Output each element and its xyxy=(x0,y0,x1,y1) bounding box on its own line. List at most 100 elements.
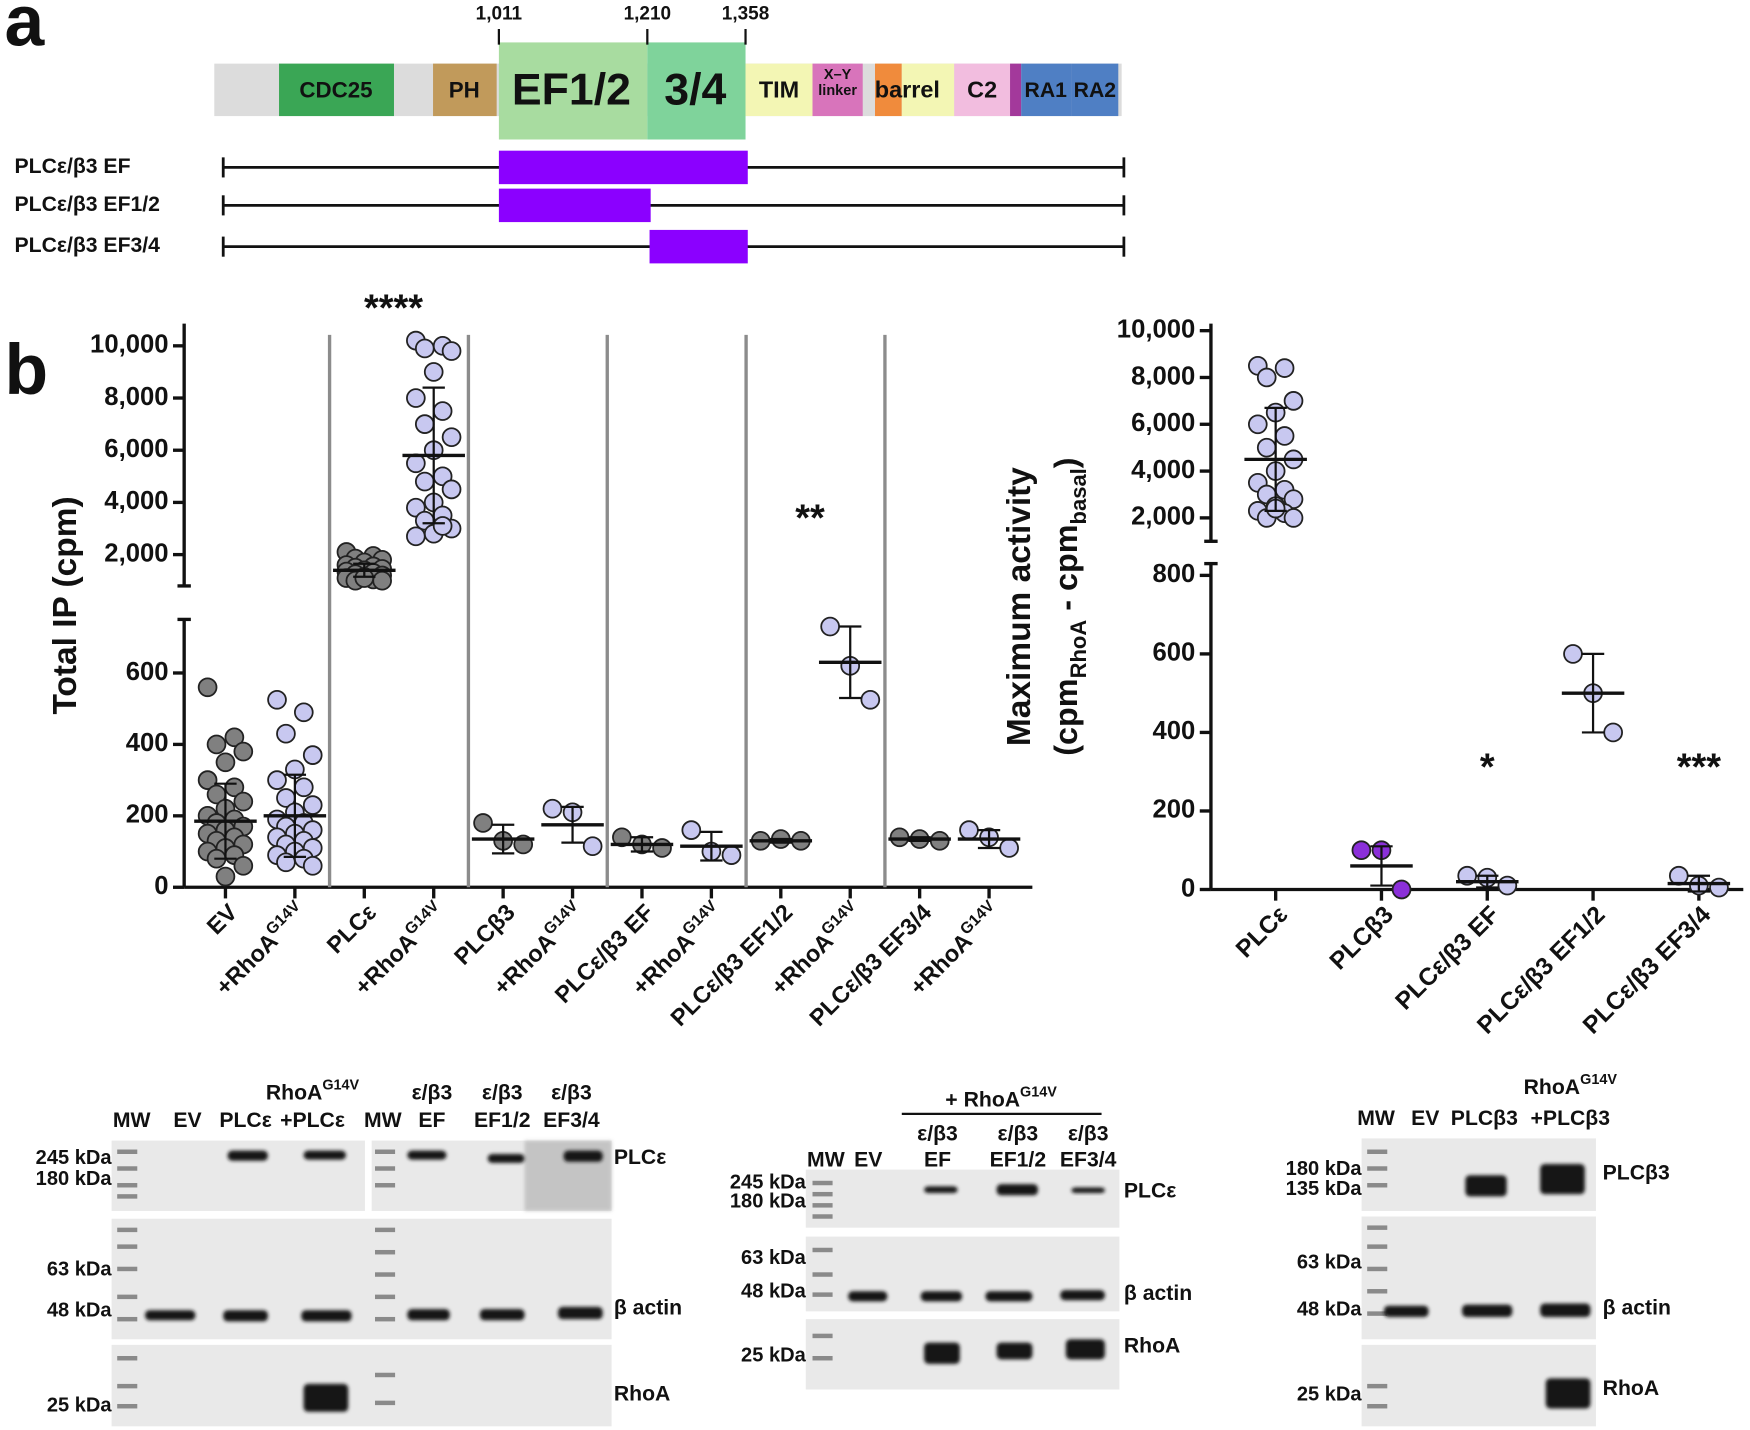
data-point xyxy=(372,570,392,591)
data-point xyxy=(652,838,672,858)
band xyxy=(996,1342,1033,1360)
data-point xyxy=(233,741,254,762)
blot-panel xyxy=(805,1169,1120,1228)
x-tick-text: PLCε/β3 EF xyxy=(1391,902,1505,1016)
domain xyxy=(954,63,1011,117)
lane-label-text: RhoA xyxy=(266,1081,323,1104)
data-point xyxy=(1274,358,1295,378)
significance: ** xyxy=(795,498,825,540)
lane-label: MW xyxy=(113,1109,151,1132)
ladder-band xyxy=(1367,1183,1388,1188)
ladder-band xyxy=(1367,1149,1388,1154)
band xyxy=(558,1306,603,1320)
domain-label: 3/4 xyxy=(664,65,726,114)
data-point xyxy=(302,856,323,876)
data-point xyxy=(215,866,236,887)
data-point xyxy=(681,820,702,840)
band xyxy=(303,1150,346,1160)
y-axis-label: Maximum activity xyxy=(1001,467,1038,746)
data-point xyxy=(1256,437,1277,458)
ladder-band xyxy=(812,1203,833,1208)
ladder-band xyxy=(117,1356,138,1361)
lane-label: EF1/2 xyxy=(474,1109,531,1132)
data-point xyxy=(1391,879,1412,900)
panel-label: a xyxy=(4,0,45,62)
domain-label: C2 xyxy=(967,77,997,103)
data-point xyxy=(1709,877,1729,898)
lane-label: EV xyxy=(173,1109,201,1132)
x-tick-sup: G14V xyxy=(263,897,304,938)
band xyxy=(1060,1290,1105,1301)
data-point xyxy=(860,689,881,710)
band xyxy=(985,1291,1033,1302)
lane-label: PLCε xyxy=(219,1109,271,1132)
domain xyxy=(875,63,902,117)
data-point xyxy=(473,813,493,833)
y-tick-label: 0 xyxy=(1181,874,1195,902)
marker-label: 25 kDa xyxy=(47,1395,113,1417)
y-tick-label: 10,000 xyxy=(1117,315,1195,343)
protein-label: β actin xyxy=(614,1297,682,1320)
band xyxy=(145,1310,196,1321)
y-tick-label: 8,000 xyxy=(104,383,168,411)
band xyxy=(920,1291,963,1302)
lane-label-sup: G14V xyxy=(322,1078,359,1094)
domain xyxy=(812,63,863,117)
marker-label: 63 kDa xyxy=(1297,1252,1363,1274)
y-tick-label: 600 xyxy=(1152,639,1195,667)
x-tick-text: +RhoA xyxy=(350,928,422,1000)
panel-label: b xyxy=(4,330,48,410)
ladder-band xyxy=(117,1266,138,1272)
band xyxy=(563,1150,603,1162)
band xyxy=(407,1150,447,1160)
blot-panel xyxy=(111,1218,612,1340)
data-point xyxy=(406,526,426,547)
band xyxy=(479,1309,525,1321)
data-point xyxy=(1274,426,1295,446)
data-point xyxy=(999,838,1019,858)
data-point xyxy=(1351,840,1372,861)
data-point xyxy=(959,820,979,840)
domain xyxy=(1071,63,1119,117)
data-point xyxy=(414,338,435,359)
construct-swap xyxy=(498,188,651,223)
band xyxy=(301,1310,352,1322)
domain-label: TIM xyxy=(759,77,799,103)
marker-label: 63 kDa xyxy=(47,1258,113,1280)
ladder-band xyxy=(812,1247,833,1253)
data-point xyxy=(406,388,426,408)
marker-label: 245 kDa xyxy=(36,1147,113,1169)
domain-label: RA1 xyxy=(1025,79,1068,102)
y-axis-label-2: (cpmRhoA - cpmbasal) xyxy=(1048,457,1092,755)
band xyxy=(487,1153,525,1163)
x-tick-label: PLCε xyxy=(322,899,381,958)
ladder-band xyxy=(375,1316,396,1322)
x-tick-sup: G14V xyxy=(402,897,443,938)
data-point xyxy=(215,752,236,773)
domain-label: PH xyxy=(449,77,480,102)
data-point xyxy=(441,479,462,500)
band xyxy=(1383,1305,1429,1317)
band xyxy=(924,1342,960,1364)
ladder-band xyxy=(1367,1244,1388,1249)
data-point xyxy=(1603,722,1623,743)
construct-label: PLCε/β3 EF1/2 xyxy=(15,193,160,216)
protein-label: RhoA xyxy=(614,1383,671,1406)
data-point xyxy=(1283,391,1304,411)
ladder-band xyxy=(117,1227,138,1233)
lane-label: EV xyxy=(854,1148,882,1171)
lane-header-text: + RhoA xyxy=(945,1088,1020,1111)
ladder-band xyxy=(117,1294,138,1300)
band xyxy=(996,1184,1038,1196)
blot-panel xyxy=(1361,1216,1596,1340)
data-point xyxy=(233,791,254,812)
ladder-band xyxy=(375,1227,396,1233)
lane-label: EF xyxy=(924,1148,951,1171)
lane-label: PLCβ3 xyxy=(1451,1107,1518,1130)
x-tick-text: +RhoA xyxy=(211,928,283,1000)
y-tick-label: 200 xyxy=(126,801,169,829)
y-axis-label-part: basal xyxy=(1066,468,1091,524)
data-point xyxy=(224,727,245,748)
x-tick-sup: G14V xyxy=(540,897,581,938)
y-axis-label: Total IP (cpm) xyxy=(47,496,84,714)
